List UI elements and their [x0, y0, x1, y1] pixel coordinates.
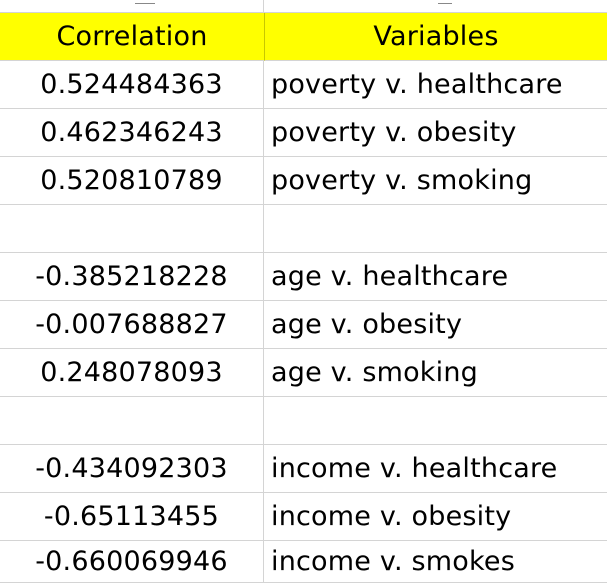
header-cell-variables[interactable]: Variables	[264, 13, 607, 61]
correlation-cell[interactable]: 0.462346243	[0, 109, 264, 157]
variables-cell[interactable]: age v. healthcare	[264, 253, 607, 301]
variables-cell[interactable]: poverty v. healthcare	[264, 61, 607, 109]
correlation-cell[interactable]: 0.520810789	[0, 157, 264, 205]
table-row: 0.248078093 age v. smoking	[0, 349, 607, 397]
correlation-cell[interactable]	[0, 397, 264, 445]
table-row: 0.524484363 poverty v. healthcare	[0, 61, 607, 109]
variables-cell[interactable]: income v. smokes	[264, 541, 607, 583]
correlation-cell[interactable]	[0, 205, 264, 253]
table-row	[0, 397, 607, 445]
correlation-cell[interactable]: -0.385218228	[0, 253, 264, 301]
header-cell-correlation[interactable]: Correlation	[0, 13, 264, 61]
correlation-cell[interactable]: -0.65113455	[0, 493, 264, 541]
table-row: -0.385218228 age v. healthcare	[0, 253, 607, 301]
correlation-cell[interactable]: -0.007688827	[0, 301, 264, 349]
table-row	[0, 205, 607, 253]
partial-row-above[interactable]	[0, 0, 607, 13]
table-row: -0.007688827 age v. obesity	[0, 301, 607, 349]
variables-cell[interactable]: income v. obesity	[264, 493, 607, 541]
table-row: -0.434092303 income v. healthcare	[0, 445, 607, 493]
column-divider	[263, 0, 264, 12]
variables-cell[interactable]: age v. obesity	[264, 301, 607, 349]
table-row: -0.65113455 income v. obesity	[0, 493, 607, 541]
correlation-cell[interactable]: 0.524484363	[0, 61, 264, 109]
variables-cell[interactable]: age v. smoking	[264, 349, 607, 397]
variables-cell[interactable]: poverty v. obesity	[264, 109, 607, 157]
variables-cell[interactable]	[264, 205, 607, 253]
correlation-cell[interactable]: 0.248078093	[0, 349, 264, 397]
header-row: Correlation Variables	[0, 13, 607, 61]
correlation-cell[interactable]: -0.434092303	[0, 445, 264, 493]
table-row: 0.520810789 poverty v. smoking	[0, 157, 607, 205]
clipped-cell-text-b	[438, 0, 452, 4]
variables-cell[interactable]: poverty v. smoking	[264, 157, 607, 205]
variables-cell[interactable]	[264, 397, 607, 445]
variables-cell[interactable]: income v. healthcare	[264, 445, 607, 493]
table-row: 0.462346243 poverty v. obesity	[0, 109, 607, 157]
table-row: -0.660069946 income v. smokes	[0, 541, 607, 583]
clipped-cell-text-a	[135, 0, 155, 4]
correlation-cell[interactable]: -0.660069946	[0, 541, 264, 583]
